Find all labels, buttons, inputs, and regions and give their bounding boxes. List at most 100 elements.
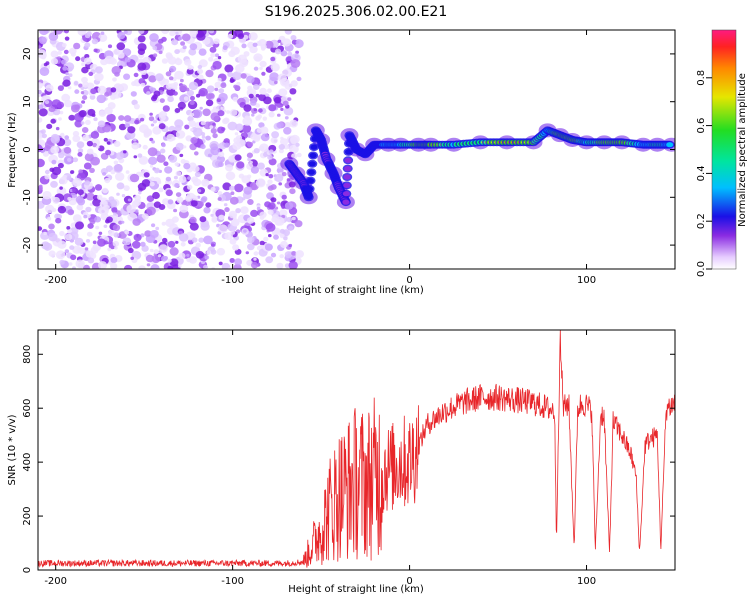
spectrogram-noise-blob xyxy=(194,171,201,178)
spectrogram-noise-blob xyxy=(234,258,243,266)
spectrogram-noise-blob xyxy=(217,197,222,201)
spectrogram-noise-blob xyxy=(284,251,293,259)
spectrogram-noise-blob xyxy=(174,108,181,113)
spectrogram-noise-blob xyxy=(150,176,155,181)
spectrogram-noise-blob xyxy=(169,247,179,256)
spectrogram-noise-blob xyxy=(95,145,100,149)
spectrogram-noise-blob xyxy=(190,200,198,207)
spectrogram-noise-blob xyxy=(153,249,159,255)
spectrogram-noise-blob xyxy=(205,99,214,107)
spectrogram-noise-blob xyxy=(161,30,170,35)
spectrogram-noise-blob xyxy=(232,244,240,251)
spectrogram-noise-blob xyxy=(283,236,288,241)
spectrogram-noise-blob xyxy=(276,201,281,205)
spectrogram-noise-blob xyxy=(139,124,149,134)
spectrogram-noise-blob xyxy=(161,58,168,64)
colorbar-tick-label: 0.8 xyxy=(696,70,707,86)
spectrogram-noise-blob xyxy=(280,136,284,140)
spectrogram-noise-blob xyxy=(98,261,107,269)
spectrogram-noise-blob xyxy=(73,42,81,50)
spectrogram-noise-blob xyxy=(78,110,87,118)
spectrogram-noise-blob xyxy=(149,112,153,116)
spectrogram-noise-blob xyxy=(102,187,109,194)
spectrogram-noise-blob xyxy=(156,180,162,185)
spectrogram-noise-blob xyxy=(134,194,141,201)
spectrogram-noise-blob xyxy=(57,85,64,91)
spectrogram-noise-blob xyxy=(295,50,299,54)
spectrogram-noise-blob xyxy=(98,231,103,235)
spectrogram-noise-blob xyxy=(138,30,145,34)
spectrogram-noise-blob xyxy=(99,200,108,208)
spectrogram-noise-blob xyxy=(218,261,223,266)
spectrogram-noise-blob xyxy=(78,169,83,174)
spectrogram-noise-blob xyxy=(149,164,154,168)
spectrogram-noise-blob xyxy=(280,107,284,111)
spectrogram-noise-blob xyxy=(167,258,172,263)
snr-y-tick-label: 800 xyxy=(22,345,33,364)
spectrogram-noise-blob xyxy=(57,50,62,55)
spectrogram-noise-blob xyxy=(68,262,73,266)
spectrogram-noise-blob xyxy=(158,244,168,253)
spectrogram-noise-blob xyxy=(144,230,152,237)
spectrogram-noise-blob xyxy=(176,196,184,204)
spectrogram-noise-blob xyxy=(94,184,103,191)
spectrogram-noise-blob xyxy=(187,176,192,180)
spectrogram-noise-blob xyxy=(265,223,276,232)
spectrogram-y-tick-label: 10 xyxy=(22,95,33,108)
spectrogram-noise-blob xyxy=(38,104,44,110)
spectrogram-noise-blob xyxy=(61,59,67,65)
spectrogram-noise-blob xyxy=(92,240,97,245)
spectrogram-noise-blob xyxy=(247,157,252,162)
spectrogram-noise-blob xyxy=(175,192,182,198)
spectrogram-noise-blob xyxy=(84,180,91,186)
spectrogram-noise-blob xyxy=(64,99,73,108)
spectrogram-noise-blob xyxy=(276,262,284,269)
spectrogram-noise-blob xyxy=(279,254,285,259)
spectrogram-noise-blob xyxy=(98,110,107,117)
spectrogram-noise-blob xyxy=(193,127,203,137)
spectrogram-noise-blob xyxy=(203,206,211,214)
spectrogram-noise-blob xyxy=(268,104,277,112)
spectrogram-noise-blob xyxy=(259,60,267,68)
spectrogram-noise-blob xyxy=(183,145,187,149)
spectrogram-noise-blob xyxy=(259,240,265,246)
spectrogram-noise-blob xyxy=(72,177,82,187)
spectrogram-noise-blob xyxy=(115,152,124,160)
spectrogram-noise-blob xyxy=(133,155,138,159)
spectrogram-noise-blob xyxy=(165,176,172,182)
spectrogram-noise-blob xyxy=(105,149,112,156)
spectrogram-noise-blob xyxy=(157,254,162,258)
spectrogram-noise-blob xyxy=(284,122,291,129)
spectrogram-noise-blob xyxy=(57,162,64,169)
spectrogram-noise-blob xyxy=(162,105,170,112)
snr-y-tick-label: 400 xyxy=(22,453,33,472)
spectrogram-noise-blob xyxy=(89,218,96,225)
spectrogram-noise-blob xyxy=(110,87,117,93)
spectrogram-noise-blob xyxy=(44,169,50,175)
spectrogram-noise-blob xyxy=(287,51,293,57)
spectrogram-noise-blob xyxy=(115,172,125,181)
spectrogram-noise-blob xyxy=(85,192,95,201)
spectrogram-noise-blob xyxy=(67,209,74,216)
spectrogram-noise-blob xyxy=(130,91,137,97)
spectrogram-noise-blob xyxy=(214,81,222,89)
spectrogram-noise-blob xyxy=(195,251,205,259)
spectrogram-noise-blob xyxy=(211,217,218,223)
spectrogram-y-tick-label: -10 xyxy=(22,189,33,205)
spectrogram-noise-blob xyxy=(276,121,284,129)
spectrogram-noise-blob xyxy=(201,135,206,139)
spectrogram-noise-blob xyxy=(289,188,296,195)
spectrogram-noise-blob xyxy=(165,83,173,90)
spectrogram-noise-blob xyxy=(247,243,255,251)
spectrogram-content xyxy=(38,30,675,269)
spectrogram-noise-blob xyxy=(200,120,206,126)
spectrogram-noise-blob xyxy=(58,117,62,121)
spectrogram-noise-blob xyxy=(222,118,229,125)
spectrogram-noise-blob xyxy=(124,230,130,235)
spectrogram-noise-blob xyxy=(92,198,102,207)
spectrogram-noise-blob xyxy=(57,254,62,258)
spectrogram-noise-blob xyxy=(247,199,254,205)
spectrogram-noise-blob xyxy=(172,91,178,96)
spectrogram-signal-core xyxy=(310,144,318,150)
spectrogram-noise-blob xyxy=(147,147,158,157)
